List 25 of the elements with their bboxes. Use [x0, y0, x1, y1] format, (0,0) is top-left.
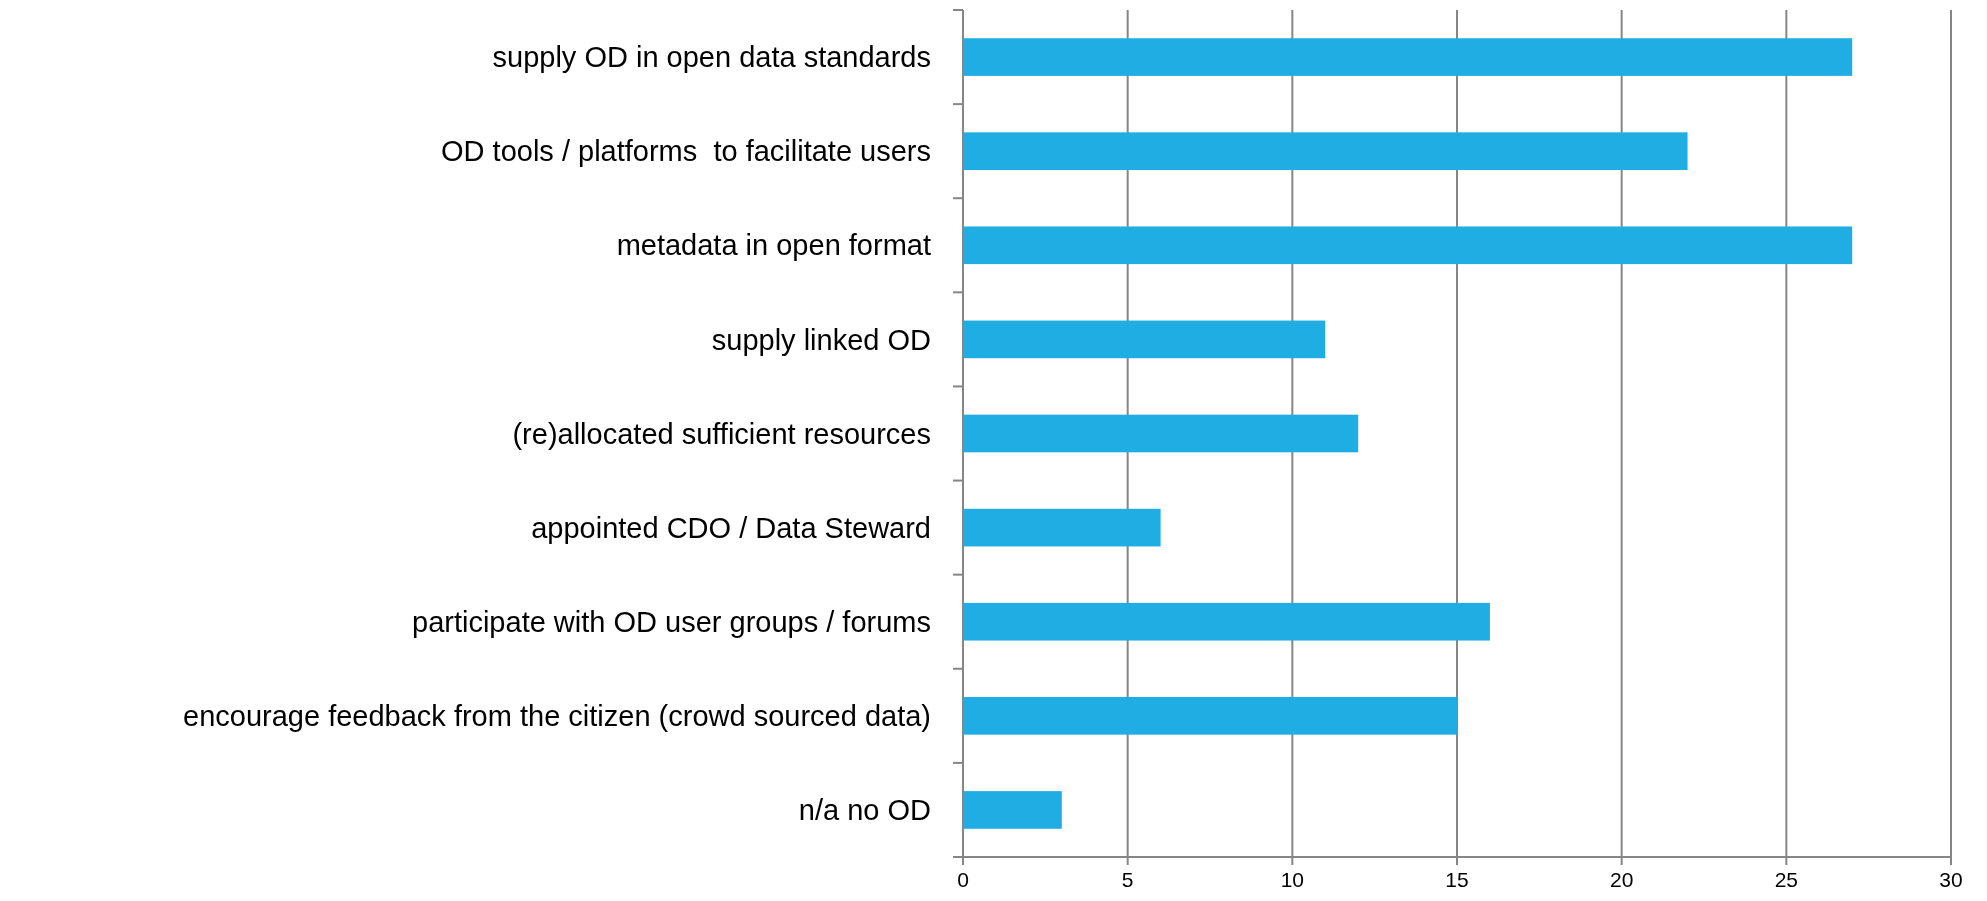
x-tick-label: 0 — [957, 868, 969, 891]
x-tick-label: 15 — [1445, 868, 1469, 891]
bar — [963, 697, 1457, 735]
y-tick-label: participate with OD user groups / forums — [412, 605, 931, 638]
bar — [963, 602, 1490, 641]
x-tick-label: 25 — [1774, 868, 1799, 891]
x-tick-label: 20 — [1609, 868, 1634, 891]
bar — [963, 508, 1161, 547]
bar — [963, 414, 1359, 453]
y-tick-label: encourage feedback from the citizen (crowd sourced data) — [183, 699, 931, 732]
y-tick-label: (re)allocated sufficient resources — [512, 417, 931, 450]
y-tick-label: supply linked OD — [711, 323, 931, 356]
bar — [963, 791, 1062, 829]
y-tick-label: metadata in open format — [616, 229, 931, 262]
y-tick-label: n/a no OD — [798, 794, 931, 827]
x-tick-label: 30 — [1939, 868, 1963, 891]
x-tick-label: 10 — [1280, 868, 1305, 891]
y-tick-label: OD tools / platforms to facilitate users — [441, 135, 931, 168]
y-tick-label: supply OD in open data standards — [492, 41, 931, 74]
bar — [963, 38, 1853, 76]
bar — [963, 320, 1326, 359]
bar — [963, 132, 1688, 170]
bar — [963, 226, 1853, 265]
x-tick-label: 5 — [1121, 868, 1134, 891]
y-tick-label: appointed CDO / Data Steward — [531, 511, 931, 544]
